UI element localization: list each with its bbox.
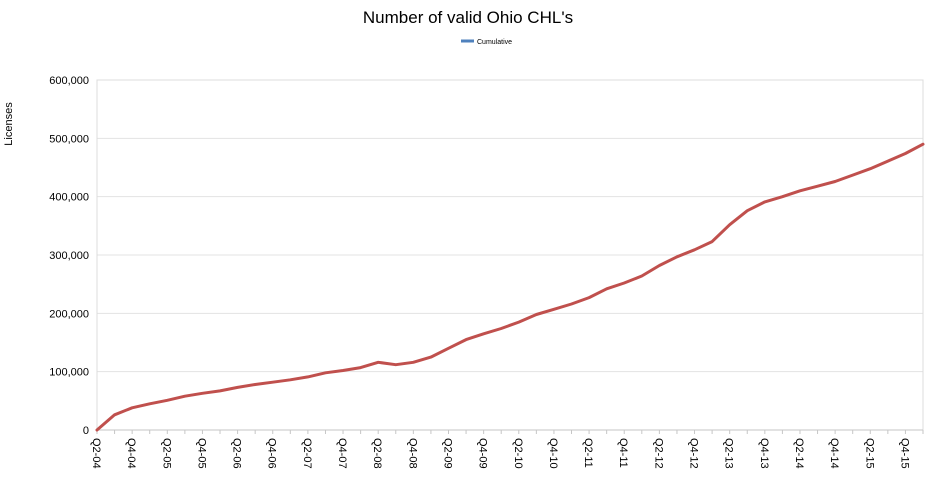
x-tick-label: Q2-04	[90, 438, 102, 469]
x-tick-label: Q4-07	[336, 438, 348, 469]
x-tick-label: Q4-14	[828, 438, 840, 469]
x-tick-label: Q4-06	[266, 438, 278, 469]
y-tick-label: 100,000	[49, 367, 89, 379]
y-axis-ticks: 0 100,000 200,000 300,000 400,000 500,000 600,…	[49, 75, 89, 437]
y-tick-label: 0	[83, 425, 89, 437]
x-tick-label: Q2-08	[371, 438, 383, 469]
grid	[97, 79, 923, 431]
x-tick-label: Q4-09	[477, 438, 489, 469]
x-tick-label: Q2-15	[863, 438, 875, 469]
x-tick-label: Q2-13	[723, 438, 735, 469]
chart-title: Number of valid Ohio CHL's	[363, 8, 573, 27]
x-tick-label: Q4-13	[758, 438, 770, 469]
x-tick-label: Q4-12	[688, 438, 700, 469]
x-tick-label: Q2-05	[160, 438, 172, 469]
x-tick-label: Q2-07	[301, 438, 313, 469]
x-tick-label: Q2-12	[652, 438, 664, 469]
y-tick-label: 400,000	[49, 192, 89, 204]
x-tick-label: Q2-09	[441, 438, 453, 469]
y-tick-label: 600,000	[49, 75, 89, 87]
y-tick-label: 200,000	[49, 308, 89, 320]
x-tick-label: Q2-11	[582, 438, 594, 468]
x-tick-label: Q4-10	[547, 438, 559, 469]
legend: Cumulative	[461, 39, 512, 46]
x-tick-label: Q4-15	[898, 438, 910, 469]
y-tick-label: 300,000	[49, 250, 89, 262]
y-axis-label: Licenses	[3, 102, 15, 146]
x-axis-ticks: Q2-04 Q4-04 Q2-05 Q4-05 Q2-06 Q4-06 Q2-07 Q4-07…	[90, 429, 924, 469]
x-tick-label: Q4-04	[125, 438, 137, 469]
x-tick-label: Q2-10	[512, 438, 524, 469]
x-tick-label: Q4-11	[617, 438, 629, 468]
series-line-cumulative	[95, 142, 925, 432]
x-tick-label: Q4-05	[195, 438, 207, 469]
series-layer	[95, 142, 925, 432]
x-tick-label: Q4-08	[406, 438, 418, 469]
x-tick-label: Q2-14	[793, 438, 805, 469]
x-tick-label: Q2-06	[231, 438, 243, 469]
y-tick-label: 500,000	[49, 133, 89, 145]
legend-label-cumulative: Cumulative	[477, 39, 512, 46]
